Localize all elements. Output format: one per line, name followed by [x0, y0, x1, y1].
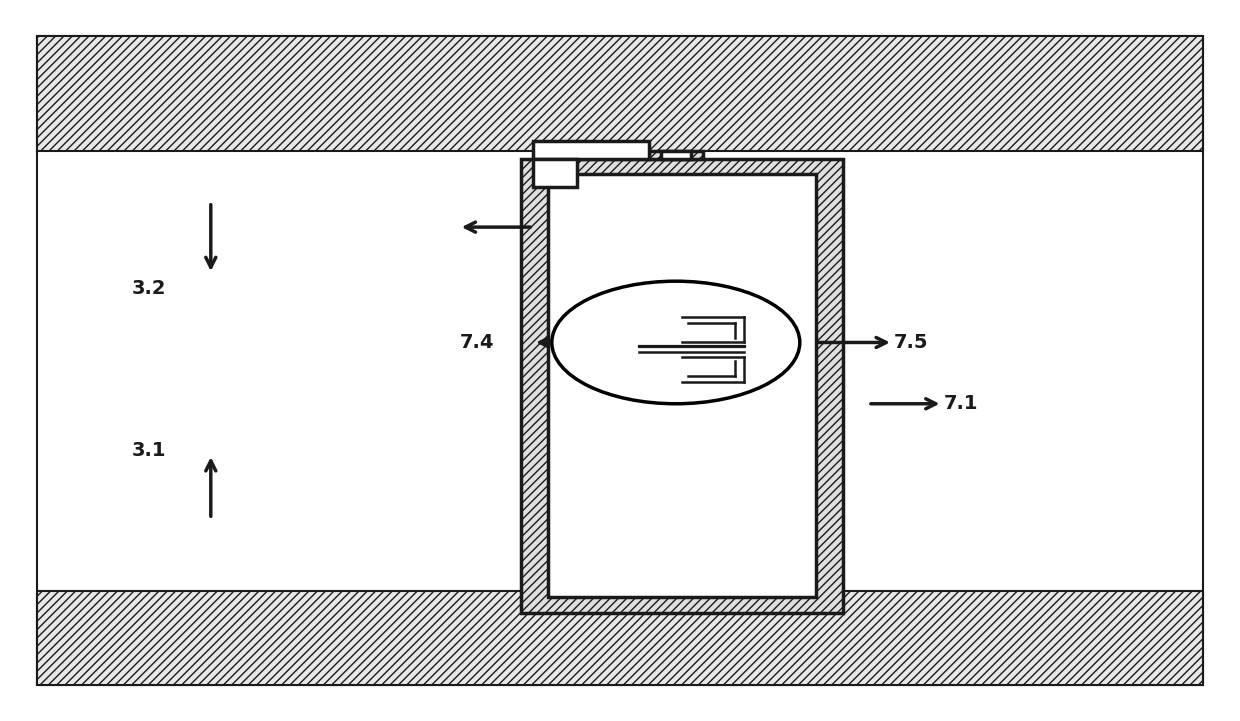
- Bar: [649, 151, 703, 159]
- Bar: [533, 141, 649, 159]
- Bar: [533, 159, 577, 187]
- Bar: [548, 174, 816, 597]
- Text: 7.5: 7.5: [894, 333, 929, 352]
- Bar: [661, 151, 691, 159]
- Bar: [37, 591, 1203, 685]
- Bar: [37, 36, 1203, 151]
- Text: 3.2: 3.2: [131, 279, 166, 298]
- Text: 7.4: 7.4: [460, 333, 495, 352]
- Text: 3.1: 3.1: [131, 441, 166, 460]
- Text: 7.3: 7.3: [547, 218, 582, 236]
- Text: 7.2: 7.2: [646, 405, 681, 424]
- Bar: [521, 159, 843, 613]
- Text: 7.1: 7.1: [944, 394, 978, 413]
